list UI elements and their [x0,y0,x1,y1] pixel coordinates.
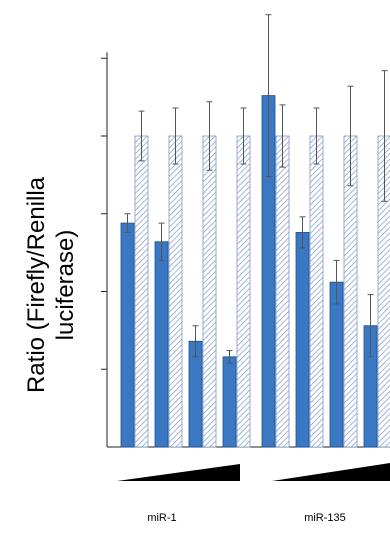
bar-hatched-g2-1 [275,135,290,448]
bars [120,95,390,448]
error-solid-g2-1 [265,14,272,177]
concentration-wedges [117,463,390,481]
error-bars [124,14,388,364]
error-hatched-g1-3 [206,101,213,171]
error-solid-g2-4 [367,294,374,358]
bar-hatched-g1-2 [168,135,183,448]
bar-hatched-g1-1 [134,135,149,448]
error-hatched-g2-3 [347,85,354,187]
bar-solid-g1-2 [154,241,169,448]
error-hatched-g1-1 [138,110,145,162]
bar-solid-g2-2 [295,232,310,448]
bar-hatched-g2-2 [309,135,324,448]
group-label-mir-1: miR-1 [147,512,176,524]
y-axis-label-line-2: luciferase) [52,230,79,341]
error-solid-g1-1 [124,213,131,233]
bar-hatched-g1-3 [202,135,217,448]
error-solid-g2-2 [299,216,306,249]
wedge-mir-1 [117,464,240,481]
group-label-mir-135: miR-135 [304,512,346,524]
bar-hatched-g1-4 [236,135,251,448]
y-axis-label-line-1: Ratio (Firefly/Renilla [23,176,50,393]
error-solid-g2-3 [333,259,340,305]
error-solid-g1-3 [192,325,199,358]
error-solid-g1-2 [158,222,165,261]
bar-solid-g1-4 [222,356,237,448]
y-axis-label: Ratio (Firefly/Renilla luciferase) [23,176,79,393]
error-solid-g1-4 [226,350,233,364]
bar-solid-g1-1 [120,222,135,448]
error-hatched-g2-4 [381,70,388,202]
error-hatched-g2-2 [313,107,320,165]
wedge-mir-135 [272,463,390,481]
error-hatched-g1-2 [172,107,179,165]
error-hatched-g2-1 [279,104,286,168]
error-hatched-g1-4 [240,107,247,165]
bar-solid-g2-3 [329,281,344,448]
